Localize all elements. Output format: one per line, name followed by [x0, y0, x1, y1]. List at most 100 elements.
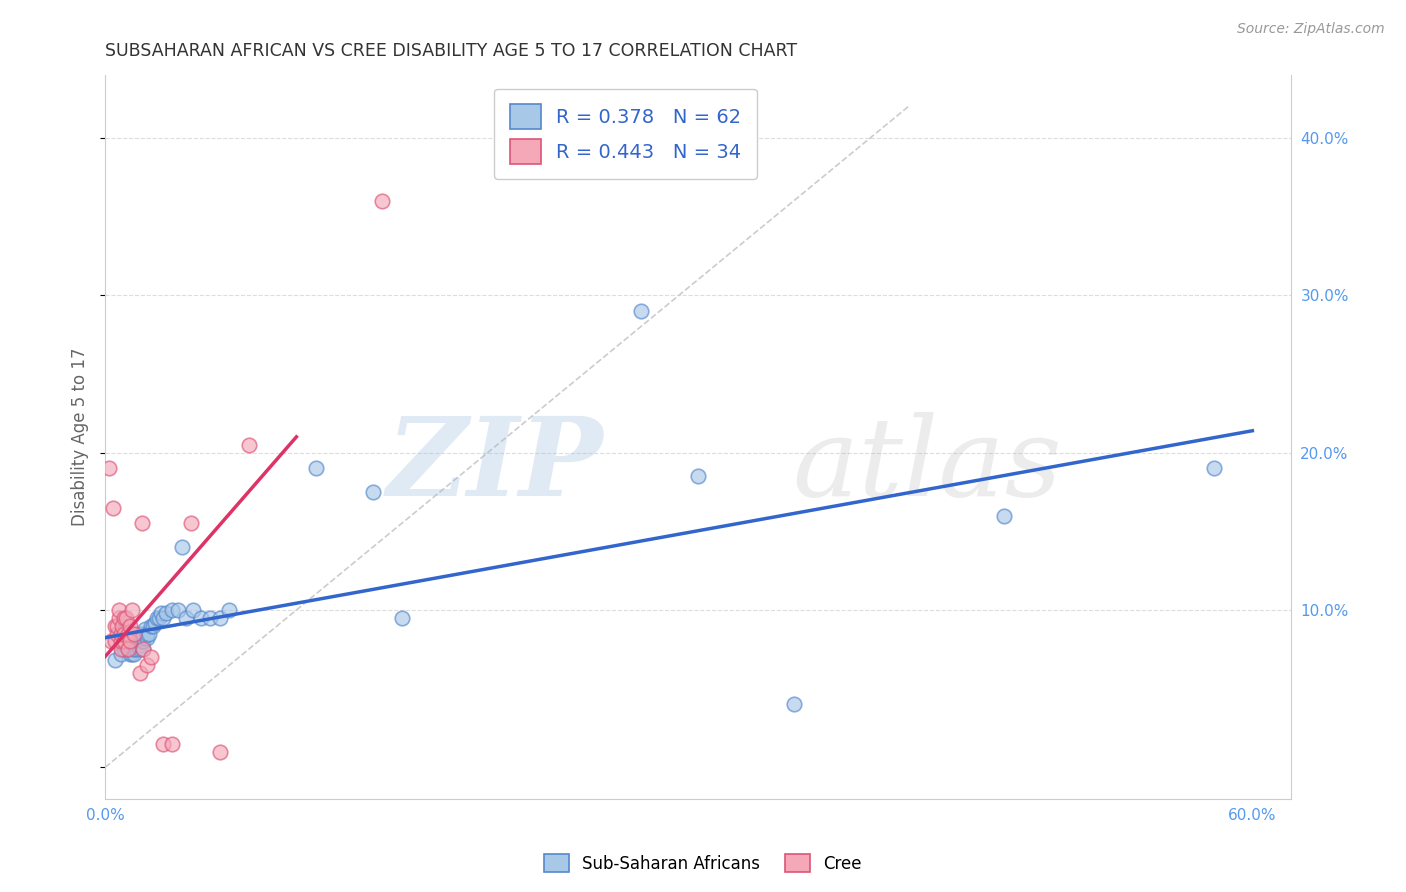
Point [122, 642, 145, 657]
Point [104, 618, 127, 632]
Point [128, 642, 150, 657]
Point [132, 632, 155, 646]
Point [1204, 461, 1226, 475]
Point [120, 634, 142, 648]
Point [190, 611, 212, 625]
Point [136, 626, 159, 640]
Legend: Sub-Saharan Africans, Cree: Sub-Saharan Africans, Cree [537, 847, 869, 880]
Point [132, 634, 155, 648]
Point [98, 461, 121, 475]
Point [371, 194, 394, 208]
Text: atlas: atlas [793, 412, 1063, 520]
Point [200, 611, 222, 625]
Point [361, 485, 384, 500]
Point [152, 737, 174, 751]
Point [160, 737, 183, 751]
Point [122, 632, 145, 646]
Point [105, 626, 128, 640]
Text: Source: ZipAtlas.com: Source: ZipAtlas.com [1237, 22, 1385, 37]
Point [122, 638, 145, 652]
Point [782, 698, 804, 712]
Point [117, 642, 139, 657]
Point [128, 632, 150, 646]
Legend: R = 0.378   N = 62, R = 0.443   N = 34: R = 0.378 N = 62, R = 0.443 N = 34 [495, 88, 758, 179]
Point [104, 634, 127, 648]
Point [128, 665, 150, 680]
Point [110, 626, 132, 640]
Point [132, 642, 155, 657]
Point [110, 634, 132, 648]
Point [128, 638, 150, 652]
Point [208, 611, 231, 625]
Point [174, 611, 197, 625]
Point [132, 642, 155, 657]
Point [128, 634, 150, 648]
Point [125, 642, 148, 657]
Point [107, 611, 129, 625]
Point [139, 618, 162, 632]
Point [181, 603, 204, 617]
Point [391, 611, 413, 625]
Point [112, 611, 135, 625]
Point [134, 622, 156, 636]
Point [160, 603, 183, 617]
Point [120, 634, 142, 648]
Point [218, 603, 240, 617]
Point [117, 642, 139, 657]
Point [132, 626, 155, 640]
Point [131, 516, 153, 531]
Point [125, 626, 148, 640]
Text: SUBSAHARAN AFRICAN VS CREE DISABILITY AGE 5 TO 17 CORRELATION CHART: SUBSAHARAN AFRICAN VS CREE DISABILITY AG… [105, 42, 797, 60]
Point [120, 647, 142, 661]
Point [112, 638, 135, 652]
Text: ZIP: ZIP [387, 412, 603, 520]
Point [112, 626, 135, 640]
Point [117, 626, 139, 640]
Point [125, 632, 148, 646]
Point [120, 638, 142, 652]
Point [112, 634, 135, 648]
Point [138, 626, 160, 640]
Point [208, 745, 231, 759]
Point [142, 618, 165, 632]
Point [107, 603, 129, 617]
Point [110, 642, 132, 657]
Point [122, 634, 145, 648]
Point [127, 634, 149, 648]
Point [122, 647, 145, 661]
Point [120, 618, 142, 632]
Point [105, 618, 128, 632]
Point [146, 611, 169, 625]
Point [112, 642, 135, 657]
Point [143, 615, 166, 630]
Point [155, 606, 177, 620]
Point [121, 603, 143, 617]
Point [131, 634, 153, 648]
Point [101, 500, 124, 515]
Point [167, 603, 190, 617]
Point [111, 618, 134, 632]
Point [110, 647, 132, 661]
Point [131, 632, 153, 646]
Point [238, 438, 260, 452]
Y-axis label: Disability Age 5 to 17: Disability Age 5 to 17 [72, 348, 89, 526]
Point [630, 304, 652, 318]
Point [152, 611, 174, 625]
Point [304, 461, 326, 475]
Point [120, 642, 142, 657]
Point [104, 653, 127, 667]
Point [121, 647, 143, 661]
Point [100, 634, 122, 648]
Point [180, 516, 202, 531]
Point [148, 611, 170, 625]
Point [125, 638, 148, 652]
Point [686, 469, 709, 483]
Point [170, 540, 193, 554]
Point [149, 606, 172, 620]
Point [128, 626, 150, 640]
Point [993, 508, 1015, 523]
Point [122, 626, 145, 640]
Point [136, 658, 159, 673]
Point [115, 611, 138, 625]
Point [139, 650, 162, 665]
